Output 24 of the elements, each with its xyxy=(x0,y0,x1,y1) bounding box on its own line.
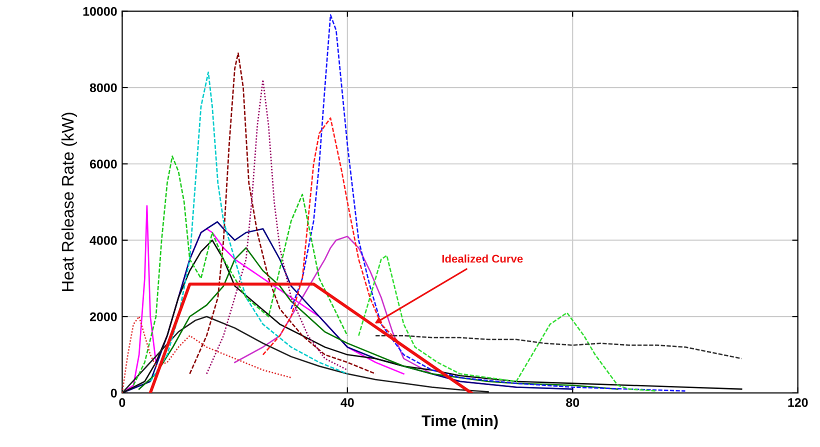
y-tick-label: 8000 xyxy=(90,83,117,92)
line-series xyxy=(206,79,348,375)
y-tick-label: 4000 xyxy=(90,236,117,245)
x-tick-label: 80 xyxy=(566,398,580,407)
line-series xyxy=(122,240,742,393)
line-series xyxy=(132,156,348,386)
line-series xyxy=(374,334,742,360)
x-axis-title: Time (min) xyxy=(422,414,498,430)
line-series xyxy=(189,52,376,375)
y-tick-label: 0 xyxy=(110,388,117,398)
line-series xyxy=(122,316,489,393)
line-series xyxy=(150,72,348,382)
x-tick-label: 120 xyxy=(788,398,808,407)
line-series xyxy=(290,14,686,392)
y-tick-label: 2000 xyxy=(90,312,117,322)
y-axis-title: Heat Release Rate (kW) xyxy=(61,112,77,291)
x-tick-label: 0 xyxy=(119,398,126,407)
y-tick-label: 6000 xyxy=(90,160,117,169)
line-series xyxy=(122,316,292,393)
line-series xyxy=(138,247,618,390)
annotation: Idealized Curve xyxy=(442,254,523,263)
x-tick-label: 40 xyxy=(340,398,354,407)
y-tick-label: 10000 xyxy=(83,6,117,16)
line-series xyxy=(358,254,658,392)
